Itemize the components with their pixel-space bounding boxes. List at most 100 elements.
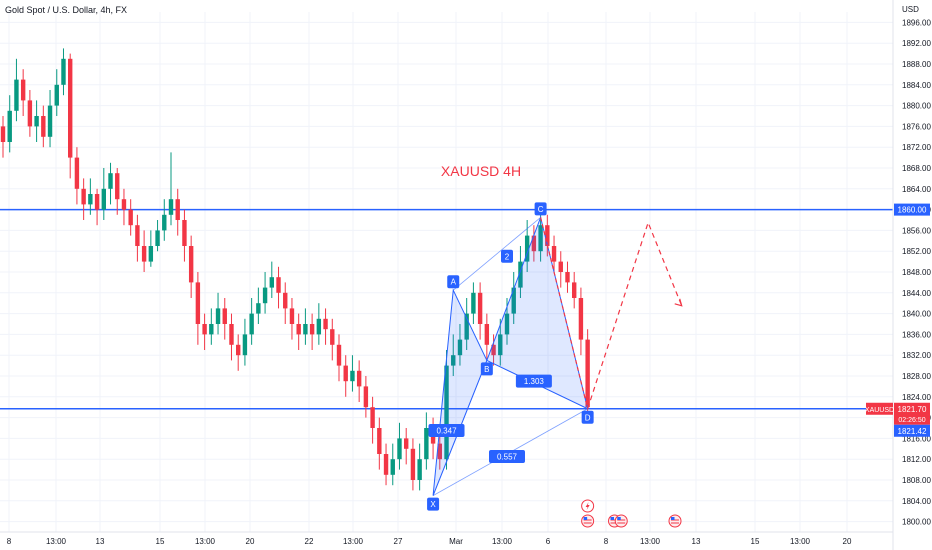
flag-canton [610,517,615,520]
time-tick-label: 13:00 [492,537,513,546]
price-tick-label: 1804.00 [902,497,931,506]
price-tick-label: 1852.00 [902,247,931,256]
candle-body [242,334,248,356]
time-tick-label: 15 [751,537,760,546]
time-tick-label: 20 [246,537,255,546]
projection-path [587,220,683,409]
candle-body [215,308,221,324]
candle-body [88,194,93,205]
symbol-badge-text: XAUUSD [865,407,894,414]
candle-body [47,105,53,137]
candle-body [209,324,214,335]
candle-body [175,199,180,220]
time-tick-label: 13:00 [195,537,216,546]
price-axis[interactable]: USD1800.001804.001808.001812.001816.0018… [892,0,931,550]
time-tick-label: 13 [692,537,701,546]
candle-body [471,292,476,314]
time-tick-label: 6 [546,537,551,546]
candle-body [27,100,33,127]
time-tick-label: 13:00 [343,537,364,546]
candle-body [61,58,66,85]
candle-body [182,220,187,246]
candle-body [20,79,26,101]
pattern-line-ac [452,217,541,291]
time-tick-label: 13:00 [46,537,67,546]
candle-body [578,298,584,340]
candle-body [7,110,12,142]
candle-body [236,344,241,356]
projection-arrow[interactable] [587,220,683,409]
candle-body [424,428,429,460]
event-markers[interactable] [581,499,682,528]
candle-body [518,261,523,288]
price-tick-label: 1808.00 [902,476,931,485]
price-tick-label: 1836.00 [902,330,931,339]
candle-body [531,235,537,252]
candle-body [81,188,86,205]
candle-body [377,428,382,454]
candle-body [202,324,207,335]
candle-body [135,225,140,246]
time-axis[interactable]: 8 13:00 13 15 13:00 20 22 13:00 27 Mar 13:00 6 8 13:0… [0,531,893,546]
chart-annotation[interactable]: XAUUSD 4H [441,163,521,179]
time-tick-label: 13 [96,537,105,546]
candle-body [41,116,46,137]
price-tick-label: 1848.00 [902,268,931,277]
candle-body [155,230,160,246]
candle-body [195,282,201,324]
level-badge-lower [894,424,930,437]
candle-body [477,292,483,324]
candle-body [451,355,456,366]
price-tick-label: 1832.00 [902,351,931,360]
ratio-label-box [501,249,513,263]
candle-body [222,308,227,324]
candle-body [141,246,147,262]
candle-body [572,282,577,298]
pattern-line-cd [540,217,589,409]
candle-body [128,209,133,226]
level-badge-1860-text: 1860.00 [898,206,927,215]
price-badges: 1860.00 XAUUSD 1821.70 02:26:50 1821.42 [865,203,930,437]
price-tick-label: 1884.00 [902,81,931,90]
candle-body [121,199,127,210]
time-tick-label: Mar [449,537,463,546]
candle-body [101,188,106,210]
time-tick-label: 15 [156,537,165,546]
candle-body [417,459,422,480]
candle-body [115,173,120,200]
candle-body [14,79,19,111]
last-price-badge [894,402,930,425]
point-label-x: X [430,500,436,509]
price-tick-label: 1892.00 [902,39,931,48]
time-tick-label: 13:00 [790,537,811,546]
harmonic-pattern[interactable]: X A B C D 0.347 2 1.303 0.557 [427,202,594,511]
projection-arrowhead [674,298,683,307]
candle-body [256,303,261,314]
candle-body [524,235,530,262]
candle-body [363,386,369,408]
price-tick-label: 1800.00 [902,518,931,527]
ratio-label-box [489,450,525,463]
candle-body [565,272,570,283]
time-tick-label: 22 [305,537,314,546]
candle-body [296,324,301,335]
point-label-a-box [447,275,460,289]
candle-body [464,313,469,340]
candle-body [551,246,557,262]
candle-body [303,324,308,335]
candle-body [498,334,503,356]
price-tick-label: 1896.00 [902,18,931,27]
price-tick-label: 1816.00 [902,434,931,443]
candle-body [410,448,416,480]
price-tick-label: 1888.00 [902,60,931,69]
candle-body [188,246,194,283]
candle-body [538,225,543,252]
candle-body [54,84,59,106]
candle-body [168,199,174,215]
candle-body [148,246,154,262]
candle-body [330,329,335,345]
ratio-label: 0.347 [437,427,458,436]
time-tick-label: 20 [843,537,852,546]
candle-body [249,313,254,335]
